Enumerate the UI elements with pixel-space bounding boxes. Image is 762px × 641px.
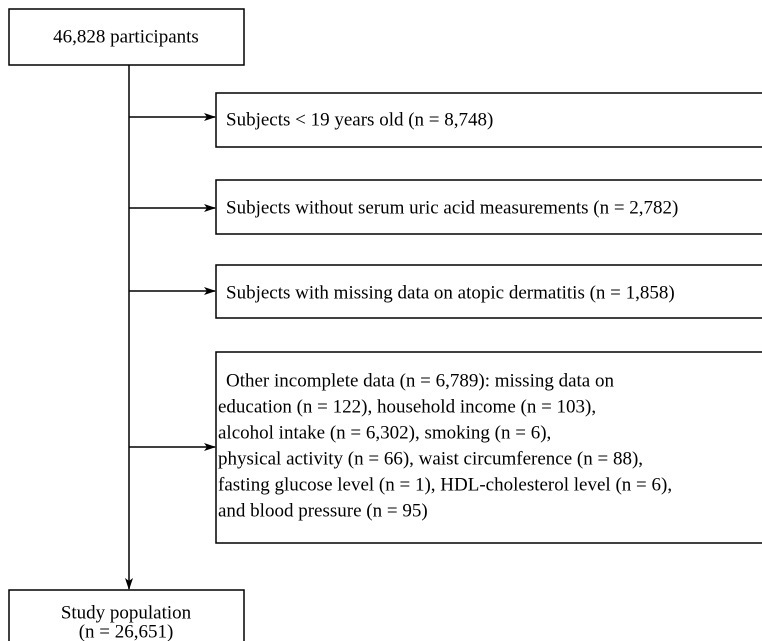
result-label: (n = 26,651)	[79, 621, 174, 641]
exclusion-text: Subjects < 19 years old (n = 8,748)	[226, 109, 493, 130]
exclusion-text: Other incomplete data (n = 6,789): missi…	[226, 370, 614, 391]
exclusion-text: and blood pressure (n = 95)	[218, 500, 428, 521]
exclusion-box	[215, 351, 762, 544]
exclusion-text: physical activity (n = 66), waist circum…	[218, 448, 643, 469]
top-label: 46,828 participants	[53, 26, 199, 47]
exclusion-box	[215, 179, 762, 235]
result-box	[8, 589, 245, 641]
exclusion-box	[215, 92, 762, 148]
exclusion-text: fasting glucose level (n = 1), HDL-chole…	[218, 474, 672, 495]
exclusion-text: Subjects with missing data on atopic der…	[226, 282, 675, 303]
exclusion-text: alcohol intake (n = 6,302), smoking (n =…	[218, 422, 551, 443]
exclusion-box	[215, 264, 762, 319]
result-label: Study population	[61, 602, 192, 623]
top-box	[8, 8, 245, 66]
exclusion-text: education (n = 122), household income (n…	[218, 396, 596, 417]
exclusion-text: Subjects without serum uric acid measure…	[226, 197, 678, 218]
